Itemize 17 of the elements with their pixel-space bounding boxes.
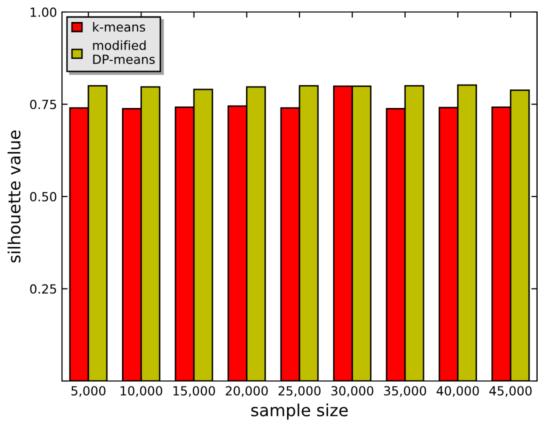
- y-tick-label: 0.75: [30, 100, 56, 110]
- x-tick-label: 35,000: [384, 386, 426, 397]
- y-tick-label: 1.00: [30, 7, 56, 17]
- x-tick-label: 25,000: [278, 386, 321, 397]
- x-tick-label: 15,000: [173, 386, 215, 397]
- x-tick-label: 5,000: [71, 386, 106, 397]
- legend-label: modified DP-means: [93, 40, 155, 64]
- x-tick-label: 40,000: [436, 386, 479, 397]
- y-axis-title: silhouette value: [8, 130, 21, 262]
- x-tick-label: 20,000: [226, 386, 268, 397]
- x-tick-label: 45,000: [489, 386, 532, 397]
- x-axis-title: sample size: [251, 404, 348, 420]
- x-tick-label: 10,000: [120, 386, 162, 397]
- legend-label: k-means: [93, 22, 146, 32]
- x-tick-label: 30,000: [331, 386, 374, 397]
- y-tick-label: 0.50: [30, 192, 56, 202]
- y-tick-label: 0.25: [30, 284, 56, 294]
